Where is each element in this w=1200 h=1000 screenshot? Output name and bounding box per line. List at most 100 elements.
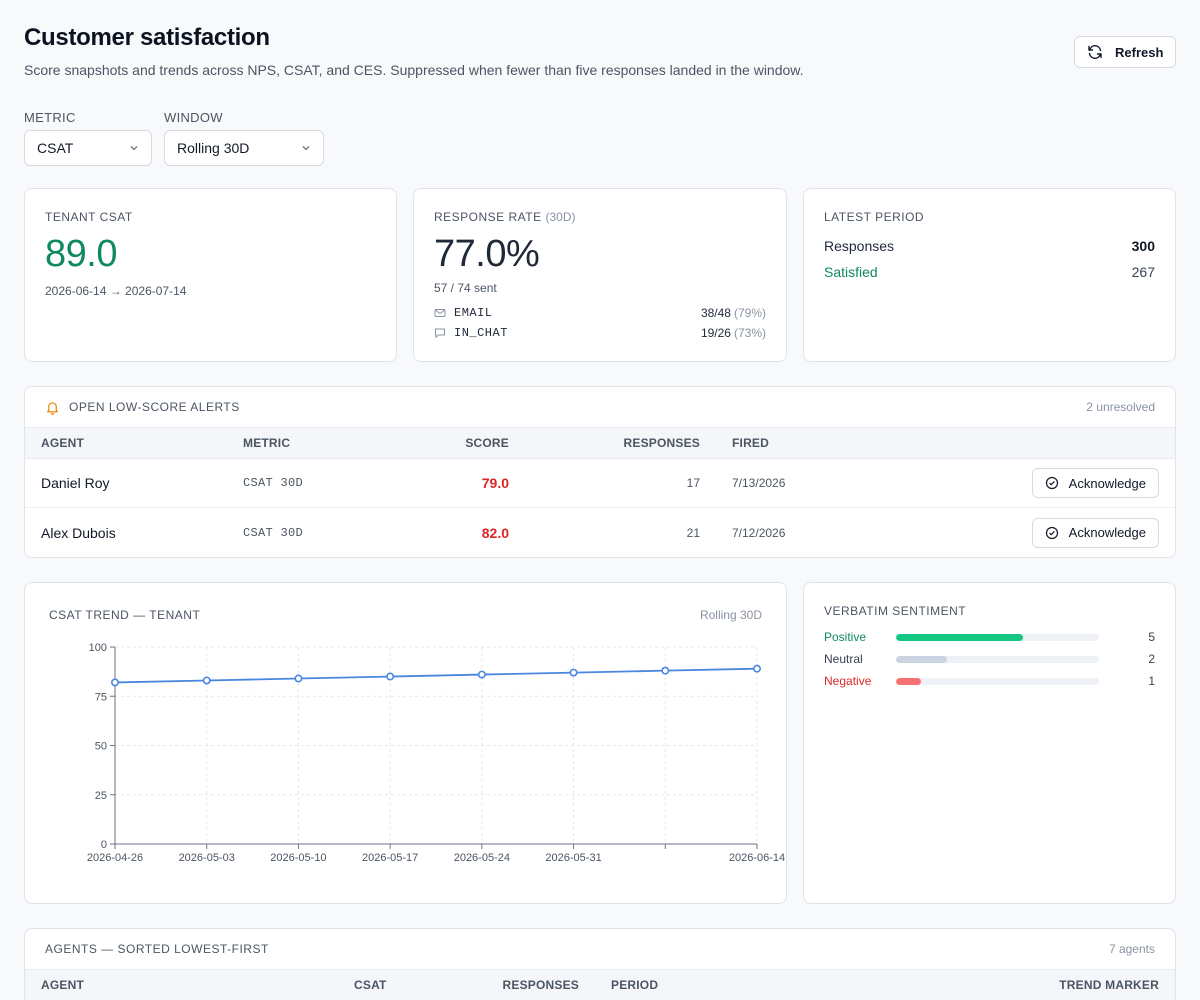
data-point [111,678,120,687]
satisfied-label: Satisfied [824,264,878,280]
data-point [752,664,761,673]
channel-row-in-chat: IN_CHAT 19/26 (73%) [434,323,766,343]
col-responses: RESPONSES [502,978,579,992]
col-metric: METRIC [243,436,291,450]
refresh-button[interactable]: Refresh [1074,36,1176,68]
alert-agent: Alex Dubois [41,524,116,541]
col-period: PERIOD [611,978,659,992]
window-filter-label: WINDOW [164,110,223,125]
satisfied-value: 267 [1131,264,1155,280]
y-tick-label: 100 [89,642,107,654]
data-point [569,668,578,677]
sentiment-count: 5 [1148,630,1155,644]
trend-header: CSAT TREND — TENANT Rolling 30D [25,583,786,622]
trend-card: CSAT TREND — TENANT Rolling 30D 0 25 50 75 1… [24,582,787,904]
responses-row: Responses 300 [824,233,1155,259]
sentiment-title: VERBATIM SENTIMENT [824,604,967,618]
sentiment-list: Positive 5 Neutral 2 Negative 1 [824,626,1155,692]
chevron-down-icon [130,146,138,151]
channel-name: IN_CHAT [454,326,508,340]
sentiment-bar [896,655,1099,663]
alerts-header: OPEN LOW-SCORE ALERTS 2 unresolved [25,387,1175,427]
alert-fired: 7/12/2026 [732,525,786,540]
tenant-csat-value: 89.0 [45,233,117,275]
alerts-title: OPEN LOW-SCORE ALERTS [69,400,240,414]
alerts-table-header: AGENT METRIC SCORE RESPONSES FIRED [25,427,1175,459]
data-point [661,666,670,675]
chat-icon [435,328,445,339]
agents-count: 7 agents [1108,942,1155,956]
response-rate-value: 77.0% [434,233,540,275]
y-tick-label: 50 [95,741,107,753]
channel-pct: (73%) [733,326,766,340]
series-line [114,667,758,684]
refresh-icon [1088,45,1102,59]
acknowledge-label: Acknowledge [1068,475,1146,491]
channel-count: 38/48 [700,306,731,320]
page-header: Customer satisfaction Score snapshots an… [24,24,804,78]
metric-filter: METRIC CSAT [24,110,152,166]
sentiment-bar-fill [896,633,1023,641]
alert-score: 79.0 [481,475,509,491]
col-trend-marker: TREND MARKER [1059,978,1159,992]
alert-row: Daniel Roy CSAT 30D 79.0 17 7/13/2026 Ac… [25,459,1175,508]
response-rate-label: RESPONSE RATE [434,210,542,224]
trend-title: CSAT TREND — TENANT [49,608,201,622]
metric-select[interactable]: CSAT [24,130,152,166]
data-point [202,676,211,685]
channel-name: EMAIL [454,306,493,320]
col-fired: FIRED [732,436,769,450]
agents-header: AGENTS — SORTED LOWEST-FIRST 7 agents [25,929,1175,969]
sentiment-row-negative: Negative 1 [824,670,1155,692]
col-agent: AGENT [41,978,84,992]
chevron-down-icon [302,146,310,151]
window-filter: WINDOW Rolling 30D [164,110,324,166]
sentiment-bar [896,677,1099,685]
x-tick-label: 2026-04-26 [87,852,143,864]
col-score: SCORE [465,436,509,450]
agents-title: AGENTS — SORTED LOWEST-FIRST [45,942,269,956]
sentiment-label: Neutral [824,652,863,666]
refresh-label: Refresh [1115,44,1164,60]
alert-metric: CSAT 30D [243,476,304,490]
bell-icon [47,401,58,415]
sentiment-bar-fill [896,655,947,663]
metric-select-value: CSAT [37,140,74,156]
sentiment-card: VERBATIM SENTIMENT Positive 5 Neutral 2 Nega… [803,582,1176,904]
x-tick-label: 2026-05-31 [545,852,601,864]
metric-filter-label: METRIC [24,110,76,125]
col-responses: RESPONSES [623,436,700,450]
tenant-csat-label: TENANT CSAT [45,210,133,224]
alert-fired: 7/13/2026 [732,476,786,490]
y-tick-label: 0 [101,839,107,851]
sentiment-count: 2 [1148,652,1155,666]
sentiment-count: 1 [1148,674,1155,688]
response-rate-sent: 57 / 74 sent [434,281,497,295]
x-tick-label: 2026-05-10 [270,852,326,864]
data-point [386,672,395,681]
alert-row: Alex Dubois CSAT 30D 82.0 21 7/12/2026 A… [25,508,1175,557]
responses-label: Responses [824,238,895,254]
latest-period-card: LATEST PERIOD Responses 300 Satisfied 26… [803,188,1176,362]
alert-score: 82.0 [481,524,509,541]
response-rate-label-row: RESPONSE RATE (30D) [434,210,766,224]
window-select[interactable]: Rolling 30D [164,130,324,166]
channel-pct: (79%) [733,306,766,320]
x-tick-label: 2026-05-17 [362,852,418,864]
window-select-value: Rolling 30D [177,140,250,156]
alerts-count: 2 unresolved [1086,400,1155,414]
channel-list: EMAIL 38/48 (79%) IN_CHAT 19/26 (73%) [434,303,766,343]
responses-value: 300 [1131,238,1155,254]
alert-agent: Daniel Roy [41,475,110,491]
channel-row-email: EMAIL 38/48 (79%) [434,303,766,323]
tenant-csat-range: 2026-06-14 → 2026-07-14 [45,284,187,298]
y-tick-label: 25 [95,790,107,802]
data-point [294,674,303,683]
acknowledge-label: Acknowledge [1068,525,1146,540]
acknowledge-button[interactable]: Acknowledge [1031,517,1159,548]
mail-icon [434,309,446,317]
y-tick-label: 75 [95,691,107,703]
page-title: Customer satisfaction [24,24,270,51]
sentiment-row-positive: Positive 5 [824,626,1155,648]
acknowledge-button[interactable]: Acknowledge [1031,468,1159,498]
